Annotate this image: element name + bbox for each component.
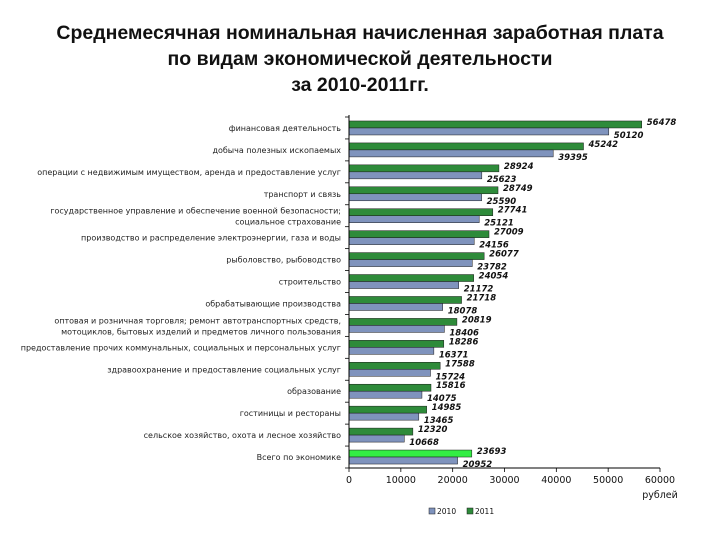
bar-2010 <box>348 281 459 289</box>
x-tick-label: 30000 <box>489 475 519 486</box>
category-label: Всего по экономике <box>257 453 341 462</box>
bar-2010 <box>348 193 482 202</box>
category-label: сельское хозяйство, охота и лесное хозяй… <box>144 431 341 440</box>
data-label-2011: 28924 <box>504 162 534 172</box>
category-label: обрабатывающие производства <box>205 299 341 308</box>
bar-2011 <box>348 274 474 282</box>
bar-2011 <box>348 340 445 348</box>
x-tick-label: 10000 <box>386 475 416 486</box>
bar-2010 <box>348 215 480 223</box>
category-label: социальное страхование <box>235 218 341 227</box>
bar-2010 <box>348 325 445 333</box>
category-label: рыболовство, рыбоводство <box>226 256 341 265</box>
title-line-2: по видам экономической деятельности <box>167 48 553 70</box>
title-line-1: Среднемесячная номинальная начисленная з… <box>56 22 664 44</box>
data-label-2011: 14985 <box>432 403 462 413</box>
data-label-2010: 25121 <box>484 219 514 229</box>
category-label: добыча полезных ископаемых <box>212 146 341 155</box>
data-label-2010: 20952 <box>463 460 493 470</box>
category-label: оптовая и розничная торговля; ремонт авт… <box>54 316 341 325</box>
bar-2010 <box>348 412 420 421</box>
legend-label-2010: 2010 <box>437 507 456 516</box>
bar-2011 <box>348 383 432 392</box>
legend-swatch-2011 <box>466 507 474 515</box>
category-label: мотоциклов, бытовых изделий и предметов … <box>61 327 341 336</box>
category-label: финансовая деятельность <box>229 124 342 133</box>
category-label: операции с недвижимым имуществом, аренда… <box>37 168 341 177</box>
bar-2010 <box>348 237 475 245</box>
bar-2010 <box>348 390 423 399</box>
bar-2010 <box>348 347 435 355</box>
category-label: гостиницы и рестораны <box>240 409 341 418</box>
bar-2011 <box>348 208 494 216</box>
x-tick-label: 50000 <box>593 475 623 486</box>
category-label: транспорт и связь <box>264 190 342 199</box>
data-label-2011: 21718 <box>467 293 497 303</box>
data-label-2010: 21172 <box>464 285 494 295</box>
data-label-2011: 12320 <box>418 425 448 435</box>
data-label-2010: 18406 <box>449 328 479 338</box>
bar-2011 <box>348 405 427 414</box>
bar-2011 <box>348 427 414 436</box>
data-label-2011: 27009 <box>494 228 524 238</box>
data-label-2011: 27741 <box>498 206 528 216</box>
data-label-2010: 23782 <box>477 263 507 273</box>
bar-2010 <box>348 259 473 267</box>
category-label: здравоохранение и предоставление социаль… <box>107 365 341 374</box>
data-label-2010: 13465 <box>424 416 454 426</box>
bar-2010 <box>348 127 610 136</box>
bar-2010 <box>348 434 405 443</box>
data-label-2011: 17588 <box>445 359 475 369</box>
data-label-2011: 18286 <box>449 337 479 347</box>
data-label-2011: 23693 <box>477 447 507 457</box>
data-label-2010: 15724 <box>436 372 466 382</box>
bar-2011 <box>348 186 499 195</box>
data-label-2011: 15816 <box>436 381 466 391</box>
bar-2011 <box>348 230 490 238</box>
data-label-2011: 24054 <box>479 272 509 282</box>
data-label-2010: 16371 <box>439 350 469 360</box>
bar-2011 <box>348 362 441 370</box>
bar-2010 <box>348 171 483 180</box>
title-line-3: за 2010-2011гг. <box>291 74 429 96</box>
data-label-2010: 14075 <box>427 394 457 404</box>
x-unit-label: рублей <box>642 490 678 501</box>
bar-2011 <box>348 449 473 458</box>
bar-2010 <box>348 303 443 311</box>
legend-swatch-2010 <box>428 507 436 515</box>
category-label: образование <box>287 387 341 396</box>
data-label-2011: 20819 <box>462 315 492 325</box>
page-title: Среднемесячная номинальная начисленная з… <box>0 20 720 98</box>
bar-2011 <box>348 120 642 129</box>
category-label: производство и распределение электроэнер… <box>81 234 341 243</box>
data-label-2011: 28749 <box>503 184 533 194</box>
bar-2010 <box>348 149 554 158</box>
bar-2011 <box>348 142 584 151</box>
bar-2011 <box>348 164 500 173</box>
category-label: строительство <box>279 278 341 287</box>
bar-2011 <box>348 318 458 326</box>
data-label-2010: 25623 <box>487 175 517 185</box>
category-label: предоставление прочих коммунальных, соци… <box>21 343 341 352</box>
data-label-2010: 25590 <box>487 197 517 207</box>
data-label-2011: 45242 <box>588 140 619 150</box>
data-label-2011: 26077 <box>489 250 519 260</box>
bar-2010 <box>348 369 431 377</box>
data-label-2010: 24156 <box>479 241 509 251</box>
bar-2011 <box>348 252 485 260</box>
data-label-2010: 50120 <box>614 131 644 141</box>
data-label-2010: 10668 <box>409 438 439 448</box>
data-label-2010: 18078 <box>448 306 478 316</box>
data-label-2011: 56478 <box>647 118 677 128</box>
x-tick-label: 0 <box>346 475 352 486</box>
x-tick-label: 40000 <box>541 475 571 486</box>
bar-2011 <box>348 296 462 304</box>
legend-label-2011: 2011 <box>475 507 494 516</box>
x-tick-label: 60000 <box>645 475 675 486</box>
data-label-2010: 39395 <box>558 153 588 163</box>
bar-2010 <box>348 456 458 465</box>
x-tick-label: 20000 <box>438 475 468 486</box>
category-label: государственное управление и обеспечение… <box>50 207 341 216</box>
